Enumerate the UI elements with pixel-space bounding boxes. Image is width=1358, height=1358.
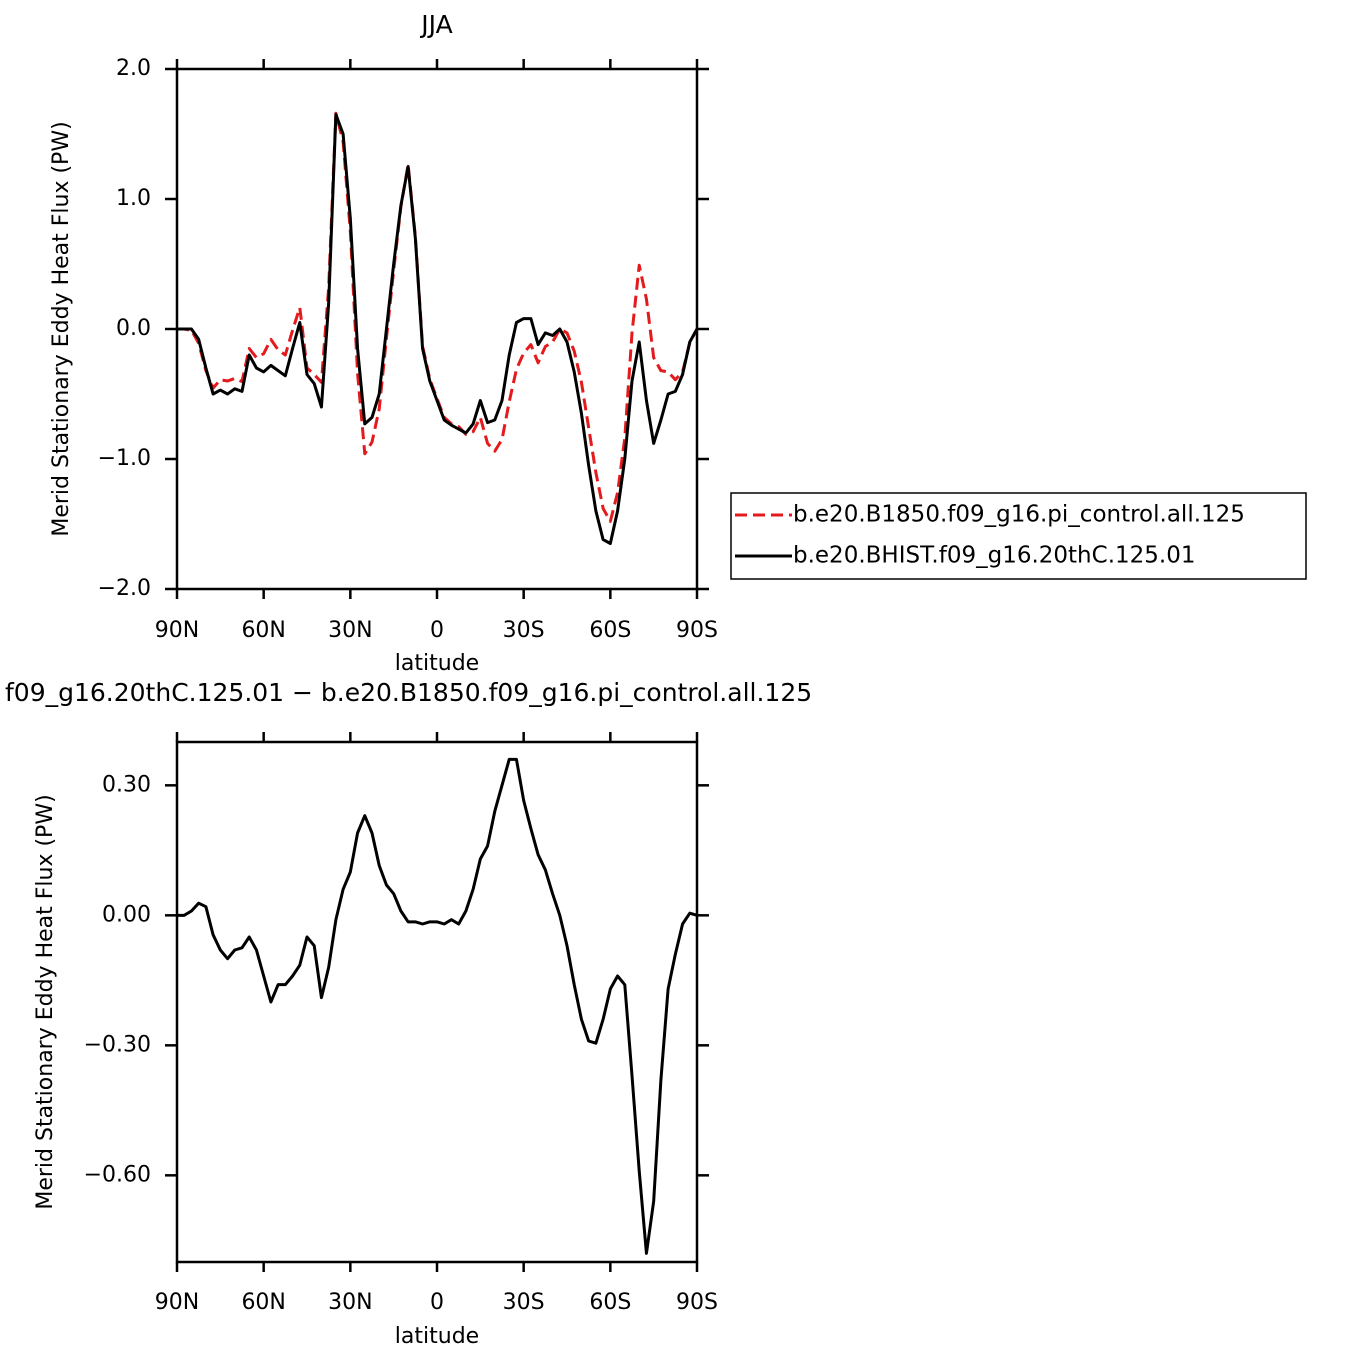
x-tick-label: 90S [676,618,718,643]
y-tick-label: 0.00 [102,902,151,927]
x-tick-label: 90N [155,1290,199,1315]
y-tick-label: 0.0 [116,316,151,341]
x-tick-label: 0 [430,618,444,643]
y-tick-label: 2.0 [116,56,151,81]
y-tick-label: 1.0 [116,186,151,211]
x-tick-label: 90N [155,618,199,643]
x-tick-label: 0 [430,1290,444,1315]
legend-label: b.e20.BHIST.f09_g16.20thC.125.01 [793,543,1195,569]
chart-title: JJA [419,10,452,39]
y-tick-label: −0.30 [84,1032,151,1057]
data-line [177,111,699,523]
x-tick-label: 60N [241,1290,285,1315]
x-axis-label: latitude [395,1324,479,1349]
y-axis-label: Merid Stationary Eddy Heat Flux (PW) [49,121,74,536]
data-line [177,757,698,1255]
x-axis-label: latitude [395,651,479,676]
y-tick-label: −0.60 [84,1162,151,1187]
x-tick-label: 60N [241,618,285,643]
x-tick-label: 90S [676,1290,718,1315]
x-tick-label: 30N [328,1290,372,1315]
y-tick-label: 0.30 [102,772,151,797]
y-axis-label: Merid Stationary Eddy Heat Flux (PW) [33,794,58,1209]
data-line [177,113,699,545]
y-tick-label: −2.0 [98,576,151,601]
legend-box [730,492,1307,580]
x-tick-label: 30N [328,618,372,643]
x-tick-label: 30S [503,618,545,643]
y-tick-label: −1.0 [98,446,151,471]
x-tick-label: 60S [589,1290,631,1315]
chart-title: f09_g16.20thC.125.01 − b.e20.B1850.f09_g… [5,678,812,707]
x-tick-label: 60S [589,618,631,643]
legend-label: b.e20.B1850.f09_g16.pi_control.all.125 [793,502,1245,528]
x-tick-label: 30S [503,1290,545,1315]
